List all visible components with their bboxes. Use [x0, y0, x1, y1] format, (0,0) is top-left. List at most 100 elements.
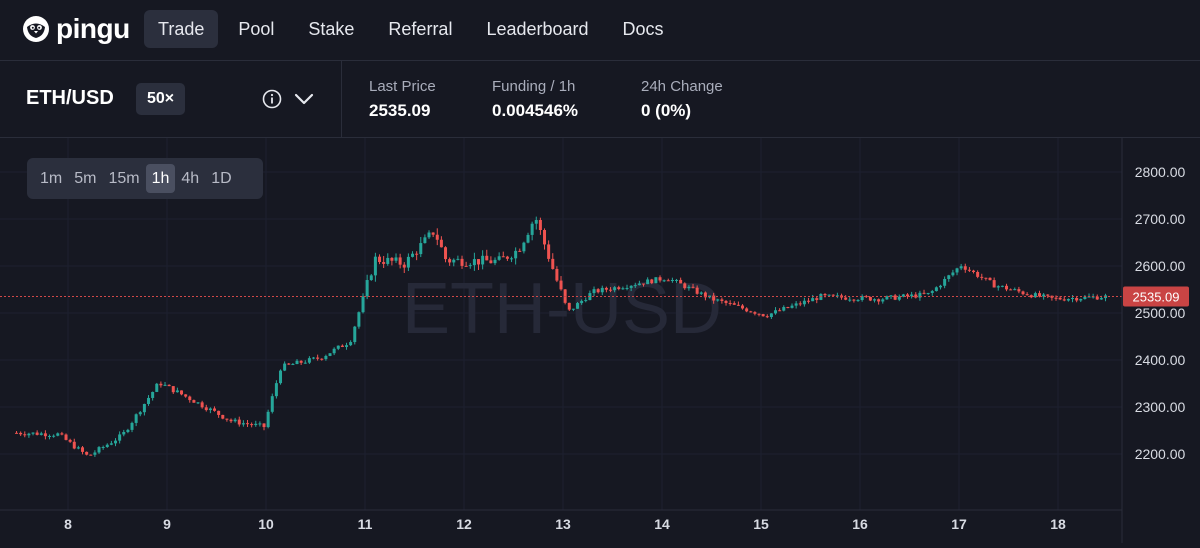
timeframe-15m[interactable]: 15m	[108, 170, 140, 187]
candle	[972, 269, 976, 274]
stat-value: 0.004546%	[492, 101, 579, 120]
candle	[930, 289, 934, 296]
candle	[592, 286, 596, 297]
candle	[43, 430, 47, 440]
candle	[97, 446, 101, 454]
candle	[365, 274, 369, 300]
candle	[56, 432, 60, 437]
candle	[873, 298, 877, 303]
candle	[225, 418, 229, 422]
candle	[460, 255, 464, 269]
x-tick-label: 18	[1050, 516, 1066, 532]
candle	[332, 347, 336, 356]
candle	[489, 256, 493, 264]
candle	[406, 253, 410, 272]
candle	[324, 354, 328, 361]
candle	[477, 259, 481, 270]
candle	[988, 277, 992, 281]
nav-leaderboard[interactable]: Leaderboard	[486, 19, 589, 39]
candle	[650, 278, 654, 285]
candle	[415, 251, 419, 261]
candle	[625, 284, 629, 291]
candle	[307, 356, 311, 364]
candle	[254, 420, 258, 427]
candle	[567, 302, 571, 311]
candle	[431, 232, 435, 238]
candle	[600, 285, 604, 296]
y-tick-label: 2400.00	[1135, 352, 1186, 368]
timeframe-4h[interactable]: 4h	[181, 170, 200, 187]
candle	[580, 299, 584, 305]
timeframe-5m[interactable]: 5m	[74, 170, 97, 187]
candle	[241, 420, 245, 427]
candle	[889, 295, 893, 299]
brand-logo[interactable]: pingu	[22, 12, 130, 46]
candle	[101, 445, 105, 450]
candle	[868, 296, 872, 302]
candle	[1104, 293, 1108, 302]
candle	[831, 294, 835, 296]
candle	[633, 282, 637, 288]
candle	[827, 294, 831, 296]
penguin-logo-icon	[23, 16, 49, 42]
candle	[642, 283, 646, 287]
candle	[745, 307, 749, 313]
candle	[914, 292, 918, 299]
chevron-down-icon[interactable]	[293, 91, 315, 107]
candle	[505, 255, 509, 261]
y-tick-label: 2200.00	[1135, 446, 1186, 462]
nav-docs[interactable]: Docs	[622, 19, 664, 39]
stat-label: 24h Change	[641, 78, 723, 95]
candle	[345, 342, 349, 350]
candle	[695, 285, 699, 295]
candle	[221, 414, 225, 420]
candle	[81, 446, 85, 455]
candle	[481, 250, 485, 270]
candle	[31, 432, 35, 436]
candle	[852, 298, 856, 303]
candle	[423, 234, 427, 244]
nav-stake[interactable]: Stake	[308, 19, 355, 39]
candle	[386, 253, 390, 266]
candle	[749, 310, 753, 313]
candle	[200, 400, 204, 409]
x-tick-label: 12	[456, 516, 472, 532]
candle	[947, 274, 951, 282]
y-tick-label: 2800.00	[1135, 164, 1186, 180]
candle	[1005, 283, 1009, 292]
candle	[951, 269, 955, 277]
candle	[382, 255, 386, 268]
candle	[105, 443, 109, 448]
x-tick-label: 15	[753, 516, 769, 532]
candle	[497, 252, 501, 261]
candle	[472, 252, 476, 271]
candle	[353, 325, 357, 345]
candle	[192, 399, 196, 403]
market-pair[interactable]: ETH/USD	[26, 87, 114, 109]
candle	[320, 358, 324, 361]
candle	[551, 253, 555, 270]
candle	[167, 384, 171, 387]
candle	[670, 277, 674, 283]
info-icon[interactable]	[262, 89, 282, 109]
stat-value: 0 (0%)	[641, 101, 692, 120]
nav-pool[interactable]: Pool	[238, 19, 275, 39]
candle	[237, 416, 241, 427]
candle	[662, 279, 666, 283]
candle	[19, 431, 23, 436]
candle	[897, 294, 901, 302]
nav-referral[interactable]: Referral	[388, 19, 453, 39]
timeframe-1h[interactable]: 1h	[145, 164, 176, 193]
timeframe-1m[interactable]: 1m	[40, 170, 63, 187]
nav-trade[interactable]: Trade	[144, 10, 219, 48]
candle	[687, 284, 691, 291]
candle	[279, 369, 283, 385]
candle	[1021, 290, 1025, 296]
candle	[604, 286, 608, 293]
timeframe-1d[interactable]: 1D	[211, 170, 232, 187]
candle	[881, 298, 885, 304]
candle	[299, 360, 303, 365]
price-chart[interactable]: ETH-USD 2200.00 2300.00 2400.00 2500.00 2600…	[0, 138, 1200, 543]
candle	[180, 390, 184, 396]
candle	[765, 314, 769, 319]
